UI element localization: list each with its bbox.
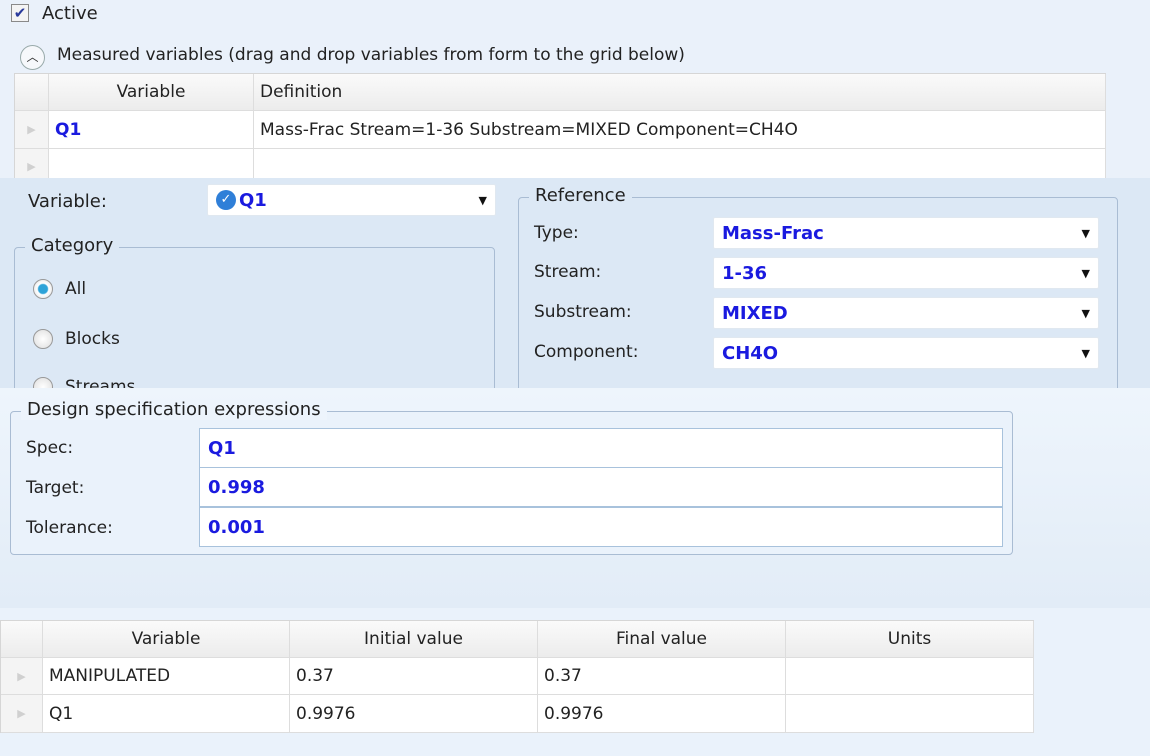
design-spec-panel: Design specification expressions Spec: Q… [0,388,1150,608]
measured-variable-cell[interactable]: Q1 [49,111,254,149]
active-label: Active [42,3,98,24]
result-initial-cell: 0.37 [290,658,538,695]
type-value: Mass-Frac [722,222,824,244]
variable-dropdown[interactable]: ✓ Q1 ▼ [207,184,496,216]
column-header-final-value[interactable]: Final value [538,621,786,658]
component-dropdown[interactable]: CH4O ▼ [713,337,1099,369]
spec-input[interactable]: Q1 [199,428,1003,468]
chevron-down-icon: ▼ [1081,226,1090,240]
measured-variables-title: Measured variables (drag and drop variab… [57,45,685,65]
tolerance-label: Tolerance: [26,518,113,538]
result-variable-cell: MANIPULATED [43,658,290,695]
radio-icon [33,329,53,349]
result-variable-cell: Q1 [43,695,290,733]
component-value: CH4O [722,342,779,364]
row-selector[interactable]: ▶ [15,111,49,149]
active-checkbox[interactable]: ✔ [11,4,29,22]
design-spec-title: Design specification expressions [21,399,327,420]
chevron-down-icon: ▼ [1081,266,1090,280]
result-final-cell: 0.9976 [538,695,786,733]
stream-dropdown[interactable]: 1-36 ▼ [713,257,1099,289]
stream-label: Stream: [534,262,602,282]
chevron-up-icon: ︿ [26,50,39,64]
radio-label: Streams [65,377,136,388]
column-header-variable[interactable]: Variable [43,621,290,658]
result-final-cell: 0.37 [538,658,786,695]
substream-dropdown[interactable]: MIXED ▼ [713,297,1099,329]
column-header-units[interactable]: Units [786,621,1034,658]
reference-group: Reference [518,185,1118,388]
result-initial-cell: 0.9976 [290,695,538,733]
row-header-corner [15,74,49,111]
spec-label: Spec: [26,438,74,458]
category-group: Category All Blocks Streams [14,235,495,388]
measured-definition-cell[interactable]: Mass-Frac Stream=1-36 Substream=MIXED Co… [254,111,1106,149]
chevron-down-icon: ▼ [1081,346,1090,360]
radio-icon [33,377,53,388]
reference-title: Reference [529,185,632,206]
results-panel: Variable Initial value Final value Units… [0,608,1150,756]
substream-value: MIXED [722,302,788,324]
row-header-corner [1,621,43,658]
substream-label: Substream: [534,302,632,322]
radio-label: All [65,279,87,299]
measured-variables-grid: Variable Definition ▶ Q1 Mass-Frac Strea… [14,73,1106,184]
column-header-variable[interactable]: Variable [49,74,254,111]
type-dropdown[interactable]: Mass-Frac ▼ [713,217,1099,249]
variable-value: Q1 [239,189,267,211]
variable-definition-panel: Variable: ✓ Q1 ▼ Category All Blocks Str… [0,178,1150,388]
row-selector[interactable]: ▶ [1,658,43,695]
measured-variables-panel: ✔ Active ︿ Measured variables (drag and … [0,0,1150,184]
result-units-cell [786,658,1034,695]
results-grid: Variable Initial value Final value Units… [0,620,1034,733]
target-input[interactable]: 0.998 [199,467,1003,507]
target-label: Target: [26,478,85,498]
variable-label: Variable: [28,191,107,212]
stream-value: 1-36 [722,262,768,284]
radio-all[interactable]: All [33,279,86,299]
radio-blocks[interactable]: Blocks [33,329,120,349]
result-units-cell [786,695,1034,733]
component-label: Component: [534,342,639,362]
chevron-down-icon: ▼ [1081,306,1090,320]
column-header-definition[interactable]: Definition [254,74,1106,111]
tolerance-input[interactable]: 0.001 [199,507,1003,547]
check-badge-icon: ✓ [216,190,236,210]
radio-label: Blocks [65,329,120,349]
column-header-initial-value[interactable]: Initial value [290,621,538,658]
category-title: Category [25,235,120,256]
chevron-down-icon: ▼ [478,193,487,207]
radio-selected-icon [33,279,53,299]
radio-streams[interactable]: Streams [33,377,135,388]
type-label: Type: [534,223,579,243]
collapse-button[interactable]: ︿ [20,45,45,70]
row-selector[interactable]: ▶ [1,695,43,733]
